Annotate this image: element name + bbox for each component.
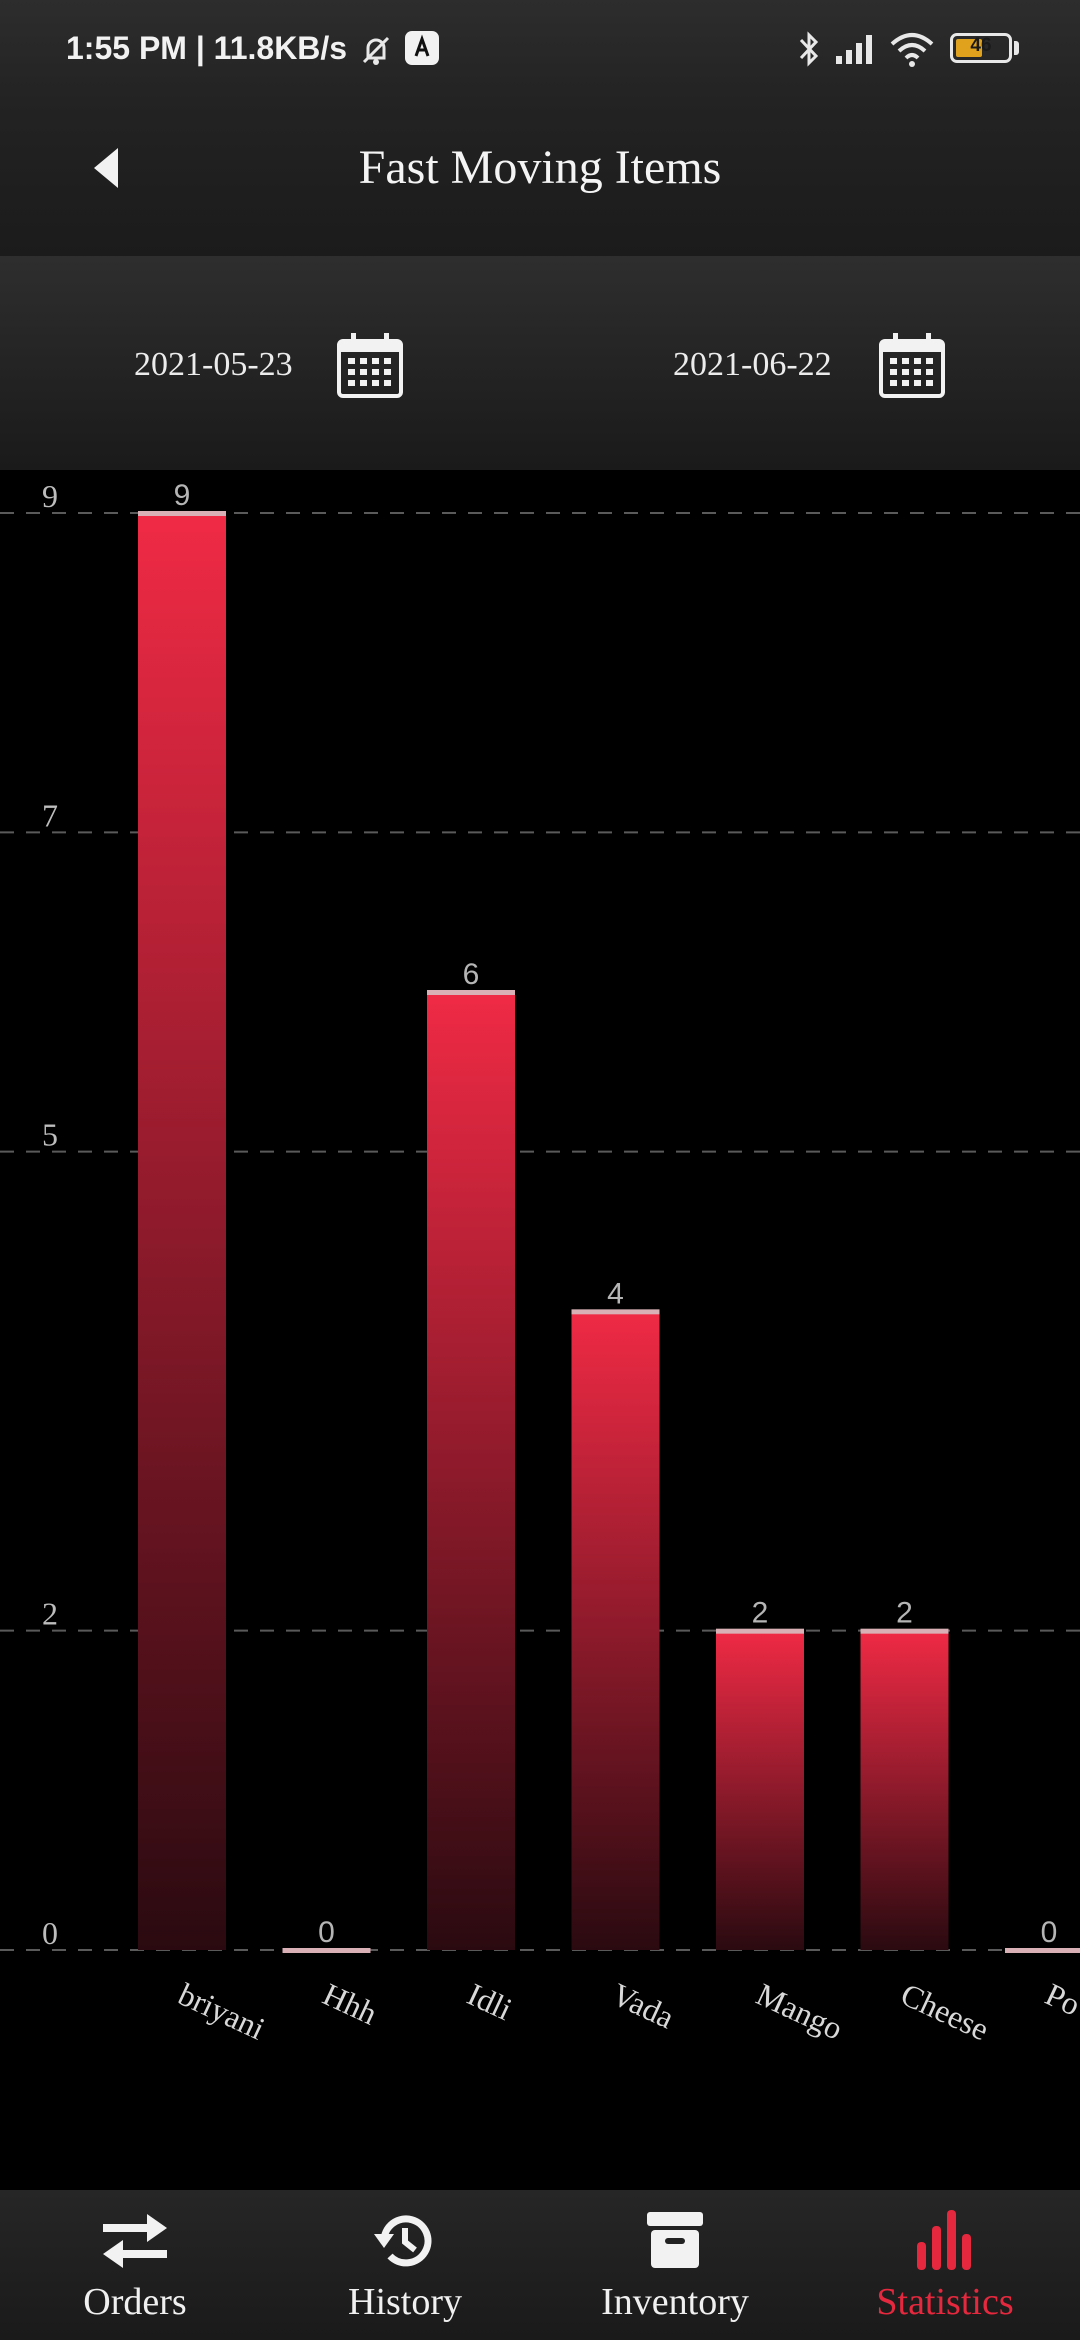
bar-cap: [1005, 1948, 1080, 1953]
history-icon: [374, 2215, 432, 2267]
y-tick-label: 5: [42, 1117, 58, 1153]
nav-orders-label: Orders: [83, 2281, 187, 2323]
bar-cap: [282, 1948, 371, 1953]
end-date[interactable]: 2021-06-22: [673, 346, 832, 383]
bar-chart-icon: [917, 2210, 971, 2270]
bar-vada[interactable]: [571, 1311, 660, 1950]
x-tick-label: Idli: [462, 1976, 518, 2027]
app-bar: Fast Moving Items: [0, 100, 1080, 256]
date-range-panel: 2021-05-23 2021-06-22: [0, 256, 1080, 470]
bar-cheese[interactable]: [860, 1630, 949, 1950]
data-label: 0: [1041, 1916, 1058, 1949]
back-arrow-icon[interactable]: [78, 136, 142, 200]
bar-cap: [138, 511, 226, 516]
data-label: 2: [896, 1597, 913, 1630]
battery-level: 46: [970, 35, 992, 56]
fast-moving-items-chart: 9 7 5 2 0 9 briyani 0 Hhh 6 Idli 4 Vada 2 Mango 2 Cheese…: [0, 470, 1080, 2190]
data-label: 6: [463, 958, 480, 991]
data-label: 0: [318, 1916, 335, 1949]
cell-signal-icon: [836, 35, 872, 64]
nav-statistics-label: Statistics: [876, 2281, 1014, 2323]
bar-cap: [571, 1309, 660, 1315]
muted-bell-icon: [362, 36, 390, 65]
swap-arrows-icon: [103, 2214, 167, 2268]
nav-orders[interactable]: Orders: [0, 2190, 270, 2340]
wifi-icon: [890, 33, 934, 67]
archive-box-icon: [647, 2212, 703, 2268]
data-label: 2: [752, 1597, 769, 1630]
x-tick-label: Vada: [607, 1976, 680, 2036]
bottom-navigation: Orders History Inventory Statistics: [0, 2190, 1080, 2340]
status-time: 1:55 PM | 11.8KB/s: [66, 30, 348, 66]
x-tick-label: Po: [1040, 1976, 1080, 2023]
y-tick-label: 9: [42, 478, 58, 514]
y-tick-label: 7: [42, 797, 58, 833]
nav-inventory-label: Inventory: [601, 2281, 749, 2323]
x-tick-label: Hhh: [318, 1976, 383, 2032]
start-date-calendar-icon[interactable]: [336, 331, 404, 399]
status-bar: 1:55 PM | 11.8KB/s 46: [0, 0, 1080, 100]
nav-statistics[interactable]: Statistics: [810, 2190, 1080, 2340]
battery-icon: 46: [950, 33, 1012, 63]
bluetooth-icon: [799, 31, 819, 67]
nav-history[interactable]: History: [270, 2190, 540, 2340]
x-tick-label: Mango: [751, 1976, 848, 2047]
bar-chart-svg: 9 7 5 2 0 9 briyani 0 Hhh 6 Idli 4 Vada 2 Mango 2 Cheese…: [0, 478, 1080, 2048]
bar-cap: [860, 1628, 949, 1634]
nav-history-label: History: [348, 2281, 462, 2323]
start-date[interactable]: 2021-05-23: [134, 346, 293, 383]
x-tick-label: Cheese: [896, 1976, 995, 2048]
x-tick-label: briyani: [173, 1976, 270, 2047]
page-title: Fast Moving Items: [358, 141, 722, 194]
y-tick-label: 0: [42, 1915, 58, 1951]
bar-briyani[interactable]: [138, 513, 226, 1950]
end-date-calendar-icon[interactable]: [878, 331, 946, 399]
y-tick-label: 2: [42, 1596, 58, 1632]
bar-cap: [716, 1628, 804, 1634]
data-label: 9: [174, 479, 191, 512]
app-notification-icon: [405, 31, 439, 65]
data-label: 4: [607, 1277, 624, 1310]
nav-inventory[interactable]: Inventory: [540, 2190, 810, 2340]
bar-mango[interactable]: [716, 1630, 804, 1950]
bar-cap: [427, 990, 515, 995]
bar-idli[interactable]: [427, 992, 515, 1950]
